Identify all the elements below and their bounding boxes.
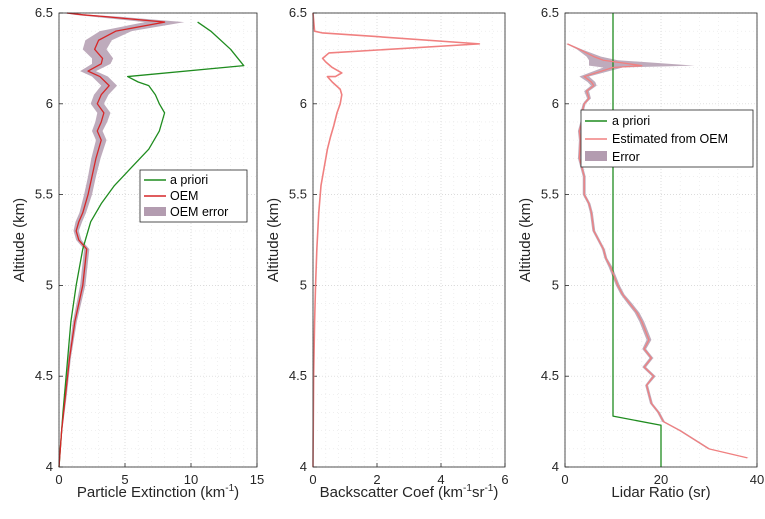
x-tick-label: 40 xyxy=(750,472,764,487)
y-tick-label: 4 xyxy=(552,459,559,474)
panel-backscatter: 0 2 4 6 4 4.5 5 5.5 6 6.5 Backscatter Coef (km-1s… xyxy=(265,5,509,501)
y-tick-label: 4.5 xyxy=(289,368,307,383)
y-tick-label: 4 xyxy=(300,459,307,474)
legend-label-apriori: a priori xyxy=(612,114,650,128)
x-tick-label: 20 xyxy=(654,472,668,487)
series-oem-line xyxy=(58,12,166,468)
data-marks xyxy=(58,12,245,468)
x-axis-label: Backscatter Coef (km-1sr-1) xyxy=(320,483,499,501)
x-tick-label: 0 xyxy=(309,472,316,487)
x-tick-label: 2 xyxy=(373,472,380,487)
legend-label-error: Error xyxy=(612,150,640,164)
y-tick-label: 5.5 xyxy=(35,187,53,202)
x-axis-label: Lidar Ratio (sr) xyxy=(611,484,710,501)
legend-box xyxy=(580,109,754,168)
legend-label-estimated: Estimated from OEM xyxy=(612,132,728,146)
x-tick-label: 10 xyxy=(184,472,198,487)
y-tick-label: 6.5 xyxy=(289,5,307,20)
y-tick-label: 6 xyxy=(552,96,559,111)
legend: a priori Estimated from OEM Error xyxy=(580,109,754,168)
tick-labels: 0 20 40 4 4.5 5 5.5 6 6.5 xyxy=(541,5,764,487)
x-tick-label: 0 xyxy=(561,472,568,487)
y-tick-label: 6.5 xyxy=(541,5,559,20)
axes-box xyxy=(564,12,758,468)
grid xyxy=(312,12,506,468)
y-tick-label: 5 xyxy=(46,277,53,292)
y-axis-label: Altitude (km) xyxy=(11,198,28,282)
y-tick-label: 5 xyxy=(300,277,307,292)
x-axis-label: Particle Extinction (km-1) xyxy=(77,483,239,501)
series-a-priori-line xyxy=(612,13,662,467)
x-tick-label: 5 xyxy=(121,472,128,487)
x-tick-label: 4 xyxy=(437,472,444,487)
series-error-band xyxy=(565,43,749,458)
axes-box xyxy=(312,12,506,468)
x-tick-label: 0 xyxy=(55,472,62,487)
series-estimated-from-oem-line xyxy=(567,43,748,459)
y-tick-label: 6 xyxy=(46,96,53,111)
panel-extinction: 0 5 10 15 4 4.5 5 5.5 6 6.5 Particle Extinction (… xyxy=(11,5,264,501)
series-a-priori-line xyxy=(58,21,245,468)
legend-label-oem-error: OEM error xyxy=(170,205,228,219)
y-tick-label: 4.5 xyxy=(35,368,53,383)
series-backscatter-line xyxy=(312,12,481,468)
tick-labels: 0 5 10 15 4 4.5 5 5.5 6 6.5 xyxy=(35,5,264,487)
grid xyxy=(58,12,258,468)
y-tick-label: 6.5 xyxy=(35,5,53,20)
y-tick-label: 5.5 xyxy=(541,187,559,202)
axes-box xyxy=(58,12,258,468)
y-tick-label: 6 xyxy=(300,96,307,111)
data-marks xyxy=(312,12,481,468)
panel-lidar-ratio: 0 20 40 4 4.5 5 5.5 6 6.5 Lidar Ratio (sr) Altit… xyxy=(517,5,764,501)
y-tick-label: 5.5 xyxy=(289,187,307,202)
legend-swatch-error xyxy=(585,151,607,161)
legend-label-oem: OEM xyxy=(170,189,198,203)
y-tick-label: 5 xyxy=(552,277,559,292)
x-tick-label: 15 xyxy=(250,472,264,487)
y-axis-label: Altitude (km) xyxy=(265,198,282,282)
x-tick-label: 6 xyxy=(501,472,508,487)
y-tick-label: 4.5 xyxy=(541,368,559,383)
y-axis-label: Altitude (km) xyxy=(517,198,534,282)
legend-label-apriori: a priori xyxy=(170,173,208,187)
data-marks xyxy=(565,13,749,467)
series-oem-error-band xyxy=(59,13,185,467)
y-tick-label: 4 xyxy=(46,459,53,474)
legend-swatch-oem-error xyxy=(144,207,166,216)
tick-labels: 0 2 4 6 4 4.5 5 5.5 6 6.5 xyxy=(289,5,509,487)
legend: a priori OEM OEM error xyxy=(139,169,248,223)
